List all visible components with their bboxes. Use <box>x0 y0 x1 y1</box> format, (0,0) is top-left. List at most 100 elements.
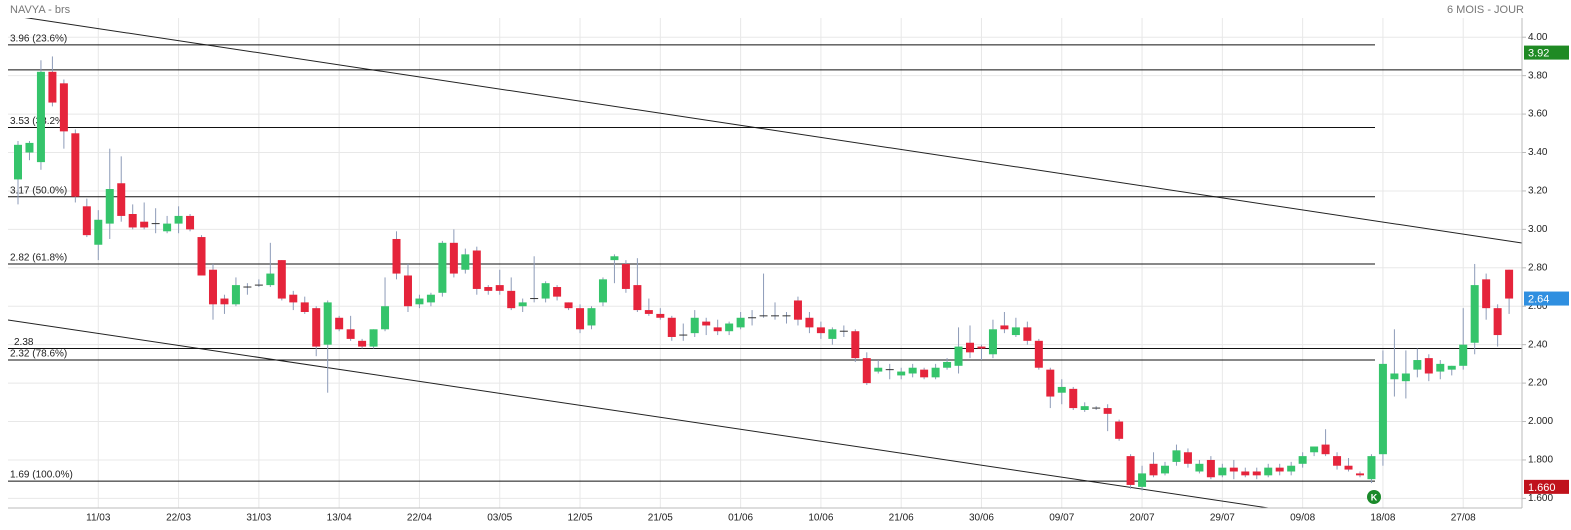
candle-body <box>1241 471 1250 476</box>
candle-body <box>289 294 298 303</box>
candle-body <box>576 308 585 330</box>
y-tick-label: 3.40 <box>1528 147 1548 158</box>
candle-body <box>449 242 458 274</box>
candle-body <box>507 290 516 309</box>
y-tick-label: 3.20 <box>1528 186 1548 197</box>
x-tick-label: 13/04 <box>327 513 352 524</box>
candle-body <box>518 302 527 307</box>
x-tick-label: 09/08 <box>1290 513 1315 524</box>
candle-body <box>1310 446 1319 453</box>
candle-body <box>1252 471 1261 476</box>
candle-body <box>1206 459 1215 478</box>
fib-label: 2.82 (61.8%) <box>10 253 67 264</box>
candle-body <box>621 263 630 289</box>
event-marker <box>1367 490 1381 504</box>
y-tick-label: 1.600 <box>1528 493 1553 504</box>
candle-body <box>231 285 240 305</box>
candle-body <box>633 285 642 311</box>
candle-body <box>1229 467 1238 472</box>
candle-body <box>1413 360 1422 370</box>
fib-label: 2.32 (78.6%) <box>10 349 67 360</box>
candle-body <box>94 219 103 245</box>
x-tick-label: 31/03 <box>246 513 271 524</box>
candle-body <box>553 287 562 297</box>
trendline <box>8 319 1272 508</box>
candle-body <box>1103 408 1112 414</box>
candle-body <box>266 273 275 286</box>
candle-body <box>1069 388 1078 409</box>
candle-body <box>25 142 34 153</box>
fib-label: 3.17 (50.0%) <box>10 185 67 196</box>
candle-body <box>1378 363 1387 455</box>
candle-body <box>495 285 504 291</box>
candle-body <box>1195 463 1204 472</box>
candle-body <box>1401 373 1410 382</box>
x-tick-label: 22/03 <box>166 513 191 524</box>
candle-body <box>186 215 195 230</box>
candle-body <box>564 302 573 309</box>
candle-body <box>610 256 619 261</box>
fib-label: 1.69 (100.0%) <box>10 470 73 481</box>
candles <box>14 56 1514 491</box>
candle-body <box>667 317 676 337</box>
candle-body <box>1172 450 1181 462</box>
candle-body <box>1321 444 1330 455</box>
candle-body <box>14 144 22 180</box>
x-tick-label: 12/05 <box>568 513 593 524</box>
x-tick-label: 03/05 <box>487 513 512 524</box>
candle-body <box>656 313 665 318</box>
candle-body <box>1161 465 1169 474</box>
candle-body <box>988 329 997 355</box>
candle-body <box>1333 456 1342 466</box>
y-tick-label: 2.80 <box>1528 262 1548 273</box>
candle-body <box>335 317 344 330</box>
candle-body <box>48 71 57 103</box>
candle-body <box>1344 465 1353 470</box>
candle-body <box>1287 465 1296 472</box>
candle-body <box>1183 452 1192 464</box>
candle-body <box>713 327 722 332</box>
candle-body <box>1080 406 1089 410</box>
candle-body <box>541 283 550 299</box>
chart-title: NAVYA - brs <box>10 4 71 16</box>
candle-body <box>874 367 883 372</box>
y-tick-label: 4.00 <box>1528 32 1548 43</box>
candle-body <box>920 369 929 378</box>
candle-body <box>1115 421 1124 439</box>
x-tick-label: 10/06 <box>808 513 833 524</box>
candle-body <box>82 206 91 236</box>
x-tick-label: 18/08 <box>1370 513 1395 524</box>
candle-body <box>1264 467 1273 476</box>
y-tick-label: 3.80 <box>1528 70 1548 81</box>
x-tick-label: 09/07 <box>1049 513 1074 524</box>
candle-body <box>828 329 837 339</box>
candle-body <box>1390 373 1399 380</box>
price-tag <box>1524 45 1569 60</box>
candle-body <box>36 71 45 163</box>
period: 6 MOIS - JOUR <box>1447 4 1524 16</box>
x-tick-label: 22/04 <box>407 513 432 524</box>
candle-body <box>851 331 860 359</box>
candle-body <box>1011 327 1020 336</box>
candle-body <box>1493 308 1502 336</box>
candle-body <box>1149 463 1158 476</box>
candle-body <box>931 367 940 378</box>
price-tag-label: 1.660 <box>1528 482 1556 494</box>
candle-body <box>897 371 906 376</box>
candle-body <box>1023 327 1032 341</box>
candle-body <box>1505 269 1514 299</box>
y-tick-label: 2.60 <box>1528 301 1548 312</box>
y-tick-label: 3.00 <box>1528 224 1548 235</box>
x-tick-label: 11/03 <box>86 513 111 524</box>
x-tick-label: 30/06 <box>969 513 994 524</box>
candle-body <box>1436 363 1445 372</box>
candle-body <box>197 237 206 276</box>
candle-body <box>725 323 734 332</box>
candle-body <box>415 298 424 305</box>
candle-body <box>71 133 80 197</box>
candle-body <box>208 269 217 305</box>
x-tick-label: 01/06 <box>728 513 753 524</box>
candle-body <box>702 321 711 326</box>
candle-body <box>174 215 183 224</box>
